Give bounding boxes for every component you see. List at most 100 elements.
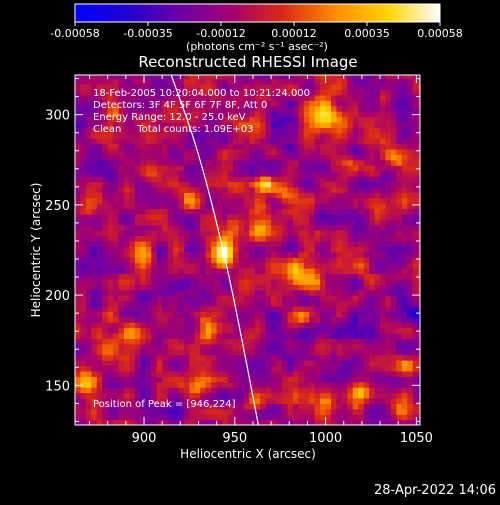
heatmap-cell (298, 219, 305, 226)
heatmap-cell (167, 116, 174, 123)
heatmap-cell (156, 89, 163, 96)
heatmap-cell (140, 251, 147, 258)
heatmap-cell (385, 360, 392, 367)
heatmap-cell (298, 289, 305, 296)
heatmap-cell (151, 419, 158, 425)
heatmap-cell (91, 403, 98, 410)
heatmap-cell (232, 268, 240, 275)
heatmap-cell (418, 148, 420, 155)
heatmap-cell (140, 273, 147, 280)
heatmap-cell (341, 148, 348, 155)
heatmap-cell (91, 75, 98, 80)
heatmap-cell (314, 219, 321, 226)
heatmap-cell (113, 381, 120, 388)
heatmap-cell (265, 138, 272, 145)
heatmap-cell (118, 192, 125, 199)
heatmap-cell (173, 159, 180, 166)
heatmap-cell (151, 397, 158, 404)
heatmap-cell (396, 273, 403, 280)
heatmap-cell (173, 365, 180, 372)
heatmap-cell (75, 154, 82, 161)
heatmap-cell (200, 132, 207, 139)
heatmap-cell (211, 148, 218, 155)
heatmap-cell (227, 192, 234, 199)
heatmap-cell (189, 116, 196, 123)
heatmap-cell (254, 170, 261, 177)
heatmap-cell (374, 414, 381, 421)
heatmap-cell (336, 121, 343, 128)
heatmap-cell (418, 230, 420, 237)
heatmap-cell (134, 143, 141, 150)
heatmap-cell (412, 203, 419, 210)
heatmap-cell (140, 192, 147, 199)
heatmap-cell (162, 186, 169, 193)
heatmap-cell (167, 240, 174, 247)
heatmap-cell (380, 75, 387, 80)
heatmap-cell (336, 316, 343, 323)
heatmap-cell (145, 143, 152, 150)
heatmap-cell (238, 278, 245, 285)
heatmap-cell (205, 295, 212, 302)
heatmap-cell (309, 316, 316, 323)
heatmap-cell (276, 327, 283, 334)
heatmap-cell (85, 235, 92, 242)
heatmap-cell (298, 192, 305, 199)
heatmap-cell (140, 181, 147, 188)
heatmap-cell (390, 219, 397, 226)
heatmap-cell (341, 94, 348, 101)
heatmap-cell (369, 403, 376, 410)
heatmap-cell (265, 219, 272, 226)
heatmap-cell (85, 154, 92, 161)
heatmap-cell (85, 376, 92, 383)
heatmap-cell (254, 322, 261, 329)
heatmap-cell (200, 89, 207, 96)
heatmap-cell (287, 311, 294, 318)
heatmap-cell (390, 414, 397, 421)
heatmap-cell (303, 403, 310, 410)
heatmap-cell (418, 84, 420, 91)
heatmap-cell (102, 284, 109, 291)
heatmap-cell (374, 219, 381, 226)
heatmap-cell (396, 419, 403, 425)
heatmap-cell (249, 349, 256, 356)
heatmap-cell (183, 397, 190, 404)
heatmap-cell (145, 300, 152, 307)
heatmap-cell (156, 159, 163, 166)
heatmap-cell (352, 78, 359, 85)
heatmap-cell (331, 127, 338, 134)
heatmap-cell (183, 262, 190, 269)
heatmap-cell (243, 397, 250, 404)
heatmap-cell (173, 203, 180, 210)
heatmap-cell (145, 268, 152, 275)
heatmap-cell (129, 121, 136, 128)
heatmap-cell (173, 381, 180, 388)
heatmap-cell (118, 127, 125, 134)
x-tick-label: 900 (132, 431, 157, 446)
heatmap-cell (129, 219, 136, 226)
heatmap-cell (418, 138, 420, 145)
heatmap-cell (145, 181, 152, 188)
heatmap-cell (265, 332, 272, 339)
heatmap-cell (374, 159, 381, 166)
heatmap-cell (331, 170, 338, 177)
heatmap-cell (75, 370, 82, 377)
heatmap-cell (238, 419, 245, 425)
heatmap-cell (194, 203, 201, 210)
heatmap-cell (374, 343, 381, 350)
heatmap-cell (282, 295, 289, 302)
heatmap-cell (412, 332, 419, 339)
solar-limb-line (170, 75, 259, 425)
heatmap-cell (113, 208, 120, 215)
heatmap-cell (183, 170, 190, 177)
heatmap-cell (314, 316, 321, 323)
heatmap-cell (216, 268, 223, 275)
heatmap-cell (107, 230, 114, 237)
heatmap-cell (331, 154, 338, 161)
heatmap-cell (407, 111, 414, 118)
heatmap-cell (292, 381, 299, 388)
heatmap-cell (249, 414, 256, 421)
heatmap-cell (287, 332, 294, 339)
heatmap-cell (222, 154, 229, 161)
heatmap-cell (205, 381, 212, 388)
heatmap-cell (374, 246, 381, 253)
